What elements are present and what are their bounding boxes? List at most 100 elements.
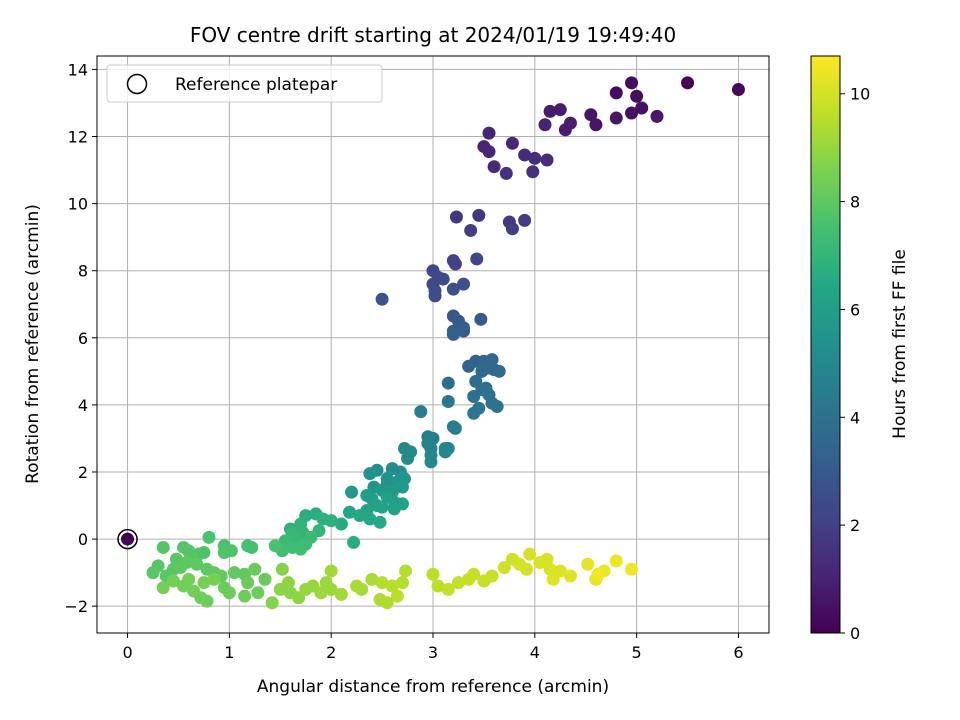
data-point (538, 118, 552, 132)
data-point (428, 289, 442, 303)
data-point (180, 556, 194, 570)
data-point (166, 574, 180, 588)
data-point (472, 208, 486, 222)
data-point (474, 312, 488, 326)
data-point (553, 103, 567, 117)
legend-entry-label: Reference platepar (175, 75, 337, 95)
legend-box (106, 64, 383, 103)
colorbar-ticks: 0 2 4 6 8 10 (840, 85, 870, 643)
data-point (202, 530, 216, 544)
data-point (609, 86, 623, 100)
colorbar-tick-label: 2 (850, 516, 860, 535)
data-point (457, 324, 471, 338)
data-point (251, 586, 265, 600)
data-point (156, 540, 170, 554)
data-point (457, 277, 471, 291)
data-point (520, 562, 534, 576)
data-point (217, 545, 231, 559)
data-point (334, 517, 348, 531)
data-point (324, 564, 338, 578)
data-point (294, 542, 308, 556)
data-point (436, 272, 450, 286)
data-point (467, 389, 481, 403)
data-point (540, 552, 554, 566)
data-point (324, 514, 338, 528)
data-point (505, 222, 519, 236)
data-point (375, 500, 389, 514)
x-tick-label: 5 (632, 643, 642, 662)
data-point (258, 572, 272, 586)
x-tick-label: 4 (530, 643, 540, 662)
data-point (625, 562, 639, 576)
data-point (464, 223, 478, 237)
data-point (635, 101, 649, 115)
data-point (373, 515, 387, 529)
y-tick-label: 2 (78, 463, 88, 482)
data-point (485, 569, 499, 583)
data-point (281, 576, 295, 590)
data-point (190, 557, 204, 571)
data-point (518, 213, 532, 227)
data-point (345, 485, 359, 499)
data-point (380, 596, 394, 610)
x-tick-label: 0 (122, 643, 132, 662)
data-point (314, 586, 328, 600)
y-axis-ticks: −2 0 2 4 6 8 10 12 14 (64, 60, 97, 616)
data-point (467, 406, 481, 420)
data-point (265, 596, 279, 610)
data-point (248, 562, 262, 576)
x-tick-label: 3 (428, 643, 438, 662)
data-point (482, 126, 496, 140)
data-point (446, 282, 460, 296)
data-point (347, 535, 361, 549)
data-point (492, 364, 506, 378)
data-point (470, 252, 484, 266)
data-point (681, 76, 695, 90)
data-point (375, 576, 389, 590)
data-point (609, 111, 623, 125)
data-point (424, 455, 438, 469)
data-point (182, 572, 196, 586)
data-point (487, 160, 501, 174)
data-point (222, 586, 236, 600)
data-point (523, 547, 537, 561)
colorbar-tick-label: 10 (850, 85, 870, 104)
data-point (630, 89, 644, 103)
x-tick-label: 2 (326, 643, 336, 662)
data-point (558, 123, 572, 137)
data-point (353, 509, 367, 523)
y-tick-label: 14 (68, 60, 88, 79)
x-axis-ticks: 0 1 2 3 4 5 6 (122, 633, 744, 662)
data-point (324, 582, 338, 596)
y-tick-label: 10 (68, 195, 88, 214)
data-point (609, 554, 623, 568)
y-axis-label: Rotation from reference (arcmin) (23, 204, 43, 484)
data-point (589, 118, 603, 132)
y-tick-label: −2 (64, 597, 88, 616)
data-point (390, 589, 404, 603)
data-point (245, 540, 259, 554)
data-point (591, 567, 605, 581)
data-point (197, 576, 211, 590)
reference-ring-icon (117, 528, 138, 550)
data-point (625, 76, 639, 90)
y-tick-label: 6 (78, 329, 88, 348)
data-point (441, 376, 455, 390)
data-point (526, 165, 540, 179)
data-point (467, 567, 481, 581)
y-tick-label: 0 (78, 530, 88, 549)
data-point (146, 566, 160, 580)
data-point (385, 579, 399, 593)
data-point (448, 257, 462, 271)
data-point (540, 153, 554, 167)
data-point (482, 145, 496, 159)
data-point (399, 564, 413, 578)
data-point (650, 109, 664, 123)
data-point (441, 395, 455, 409)
data-point (518, 148, 532, 162)
data-point (275, 562, 289, 576)
data-point (731, 83, 745, 97)
data-point (449, 210, 463, 224)
data-point (438, 445, 452, 459)
